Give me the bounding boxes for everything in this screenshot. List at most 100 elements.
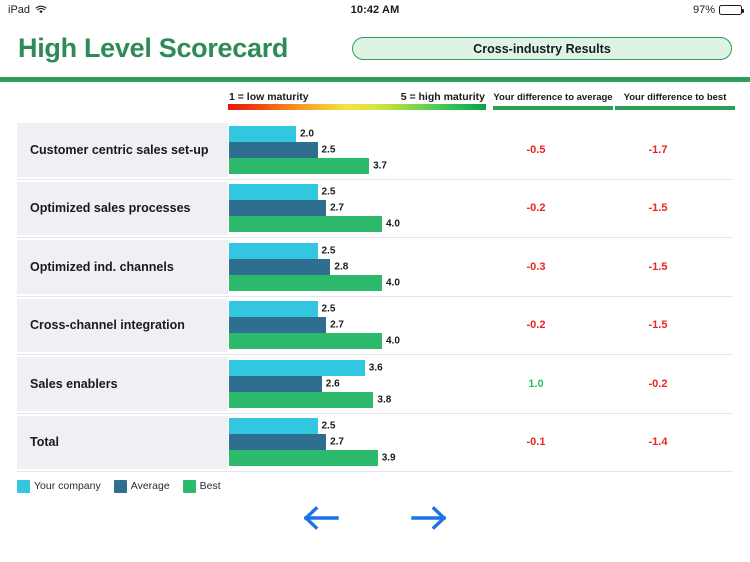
bar-value-company: 2.5 [321,186,336,198]
maturity-scale-header: 1 = low maturity 5 = high maturity [228,91,486,110]
bar-value-best: 3.7 [373,160,387,172]
diff-to-best-value: -1.5 [648,260,668,273]
row-bar-group: 2.5 2.7 3.9 [228,414,486,472]
bar-fill-average [229,258,331,275]
bar-fill-best [229,157,370,174]
status-bar-clock: 10:42 AM [350,4,400,16]
table-row[interactable]: Optimized sales processes 2.5 2.7 4.0 -0.2 -1… [17,180,733,238]
table-row[interactable]: Cross-channel integration 2.5 2.7 4.0 -0.2 -1… [17,297,733,355]
column-header-diff-to-best: Your difference to best [615,91,735,110]
bar-fill-company [229,359,365,376]
bar-fill-average [229,434,327,451]
scorecard-table: 1 = low maturity 5 = high maturity Your … [0,91,750,472]
bar-value-best: 3.9 [381,452,396,464]
row-bar-group: 2.5 2.7 4.0 [228,180,486,238]
bar-fill-average [229,317,327,334]
diff-to-average-label: Your difference to average [493,92,613,103]
bar-fill-average [229,375,322,392]
legend-swatch [182,479,196,493]
diff-to-best-value: -0.2 [648,377,668,390]
table-column-headers: 1 = low maturity 5 = high maturity Your … [17,91,735,118]
page-title: High Level Scorecard [18,33,289,63]
scorecard-rows: Customer centric sales set-up 2.0 2.5 3.7 -0… [17,121,733,472]
status-bar: iPad 10:42 AM 97% [0,0,750,20]
cross-industry-results-filter-button[interactable]: Cross-industry Results [352,37,732,60]
bar-best: 4.0 [228,274,486,291]
diff-to-average-value: -0.1 [526,436,546,449]
legend-label: Your company [34,480,101,492]
status-bar-right: 97% [693,4,744,16]
diff-to-best-value: -1.4 [648,436,668,449]
bar-value-average: 2.6 [325,378,340,390]
bar-best: 4.0 [228,216,486,233]
table-row[interactable]: Optimized ind. channels 2.5 2.8 4.0 -0.3 -1.5 [17,238,733,297]
bar-fill-best [229,333,382,350]
diff-to-best-value: -1.5 [648,202,668,215]
bar-value-company: 2.5 [321,420,336,432]
diff-to-average-value: -0.2 [526,319,546,332]
bar-best: 3.7 [228,157,486,174]
bar-value-best: 4.0 [386,218,400,230]
row-bar-group: 3.6 2.6 3.8 [228,355,486,413]
bar-fill-best [229,391,374,408]
battery-icon [719,5,744,15]
wifi-icon [35,5,47,15]
bar-value-best: 4.0 [386,335,400,347]
bar-fill-best [229,274,382,291]
bar-company: 2.5 [228,184,486,201]
row-label: Optimized sales processes [17,181,228,235]
diff-to-best-value: -1.7 [648,143,668,156]
diff-to-average-value: 1.0 [528,377,544,390]
bar-average: 2.7 [228,434,486,451]
row-label: Cross-channel integration [17,298,228,352]
bar-company: 2.5 [228,242,486,259]
scale-low-label: 1 = low maturity [229,91,309,103]
bar-company: 2.5 [228,418,486,435]
diff-to-average-value: -0.2 [526,202,546,215]
column-header-diff-to-average: Your difference to average [493,91,613,110]
arrow-left-icon[interactable] [299,503,341,533]
legend-item: Best [182,479,221,493]
bar-fill-company [229,242,318,259]
table-row[interactable]: Sales enablers 3.6 2.6 3.8 1.0 -0.2 [17,355,733,414]
status-bar-left: iPad [8,4,47,16]
diff-to-best-value: -1.5 [648,319,668,332]
page-header: High Level Scorecard Cross-industry Resu… [0,20,750,77]
bar-fill-company [229,184,318,201]
bar-value-company: 2.5 [321,303,336,315]
row-label: Total [17,415,228,469]
table-row[interactable]: Customer centric sales set-up 2.0 2.5 3.7 -0… [17,121,733,180]
bar-average: 2.7 [228,317,486,334]
bar-value-best: 3.8 [377,394,392,406]
maturity-gradient-bar [228,104,486,110]
bar-value-average: 2.7 [330,436,344,448]
bar-value-best: 4.0 [386,277,400,289]
page-navigation [0,503,750,533]
bar-fill-average [229,141,318,158]
bar-fill-average [229,200,327,217]
bar-average: 2.5 [228,141,486,158]
legend-label: Average [130,480,170,492]
legend-swatch [113,479,127,493]
bar-company: 2.0 [228,125,486,142]
row-label: Optimized ind. channels [17,240,228,294]
bar-best: 3.9 [228,450,486,467]
diff-to-best-underline [615,106,735,110]
bar-value-average: 2.5 [321,144,336,156]
bar-fill-company [229,418,318,435]
diff-to-average-value: -0.3 [526,260,546,273]
bar-fill-best [229,450,378,467]
bar-company: 3.6 [228,359,486,376]
bar-value-company: 2.0 [300,128,314,140]
bar-value-average: 2.8 [334,261,349,273]
bar-value-average: 2.7 [330,319,344,331]
row-bar-group: 2.5 2.8 4.0 [228,238,486,296]
table-row[interactable]: Total 2.5 2.7 3.9 -0.1 -1.4 [17,414,733,472]
chart-legend: Your company Average Best [0,472,750,494]
device-label: iPad [8,4,31,16]
arrow-right-icon[interactable] [409,503,451,533]
bar-value-company: 2.5 [321,245,336,257]
bar-average: 2.8 [228,258,486,275]
header-divider [0,77,750,82]
bar-company: 2.5 [228,301,486,318]
